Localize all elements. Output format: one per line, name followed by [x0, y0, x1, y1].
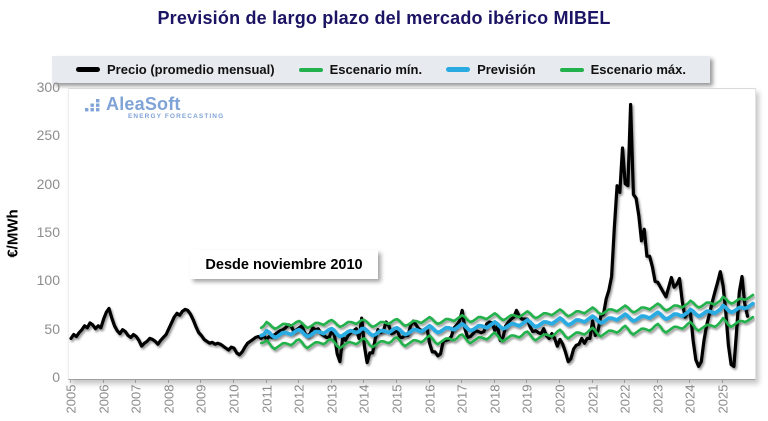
y-tick-label: 50: [44, 320, 60, 337]
aleasoft-dots-icon: [85, 99, 100, 112]
x-tick-label: 2013: [324, 384, 340, 414]
y-tick-label: 200: [36, 175, 60, 192]
x-tick-mark: [167, 379, 169, 383]
legend-swatch-icon: [298, 67, 323, 72]
x-tick-mark: [526, 379, 528, 383]
y-tick-label: 150: [36, 224, 60, 240]
x-tick-label: 2025: [715, 384, 731, 414]
x-tick-mark: [102, 379, 104, 383]
x-tick-label: 2005: [63, 384, 79, 414]
x-tick-mark: [265, 379, 267, 383]
escenario-max-line: [259, 293, 755, 330]
x-tick-mark: [624, 379, 626, 383]
x-tick-mark: [363, 379, 365, 383]
x-tick-label: 2016: [422, 384, 438, 414]
price-line: [69, 102, 750, 368]
x-tick-label: 2024: [682, 384, 698, 414]
chart-legend: Precio (promedio mensual) Escenario mín. P…: [52, 56, 710, 83]
plot-area: [68, 88, 756, 380]
page-title: Previsión de largo plazo del mercado ibé…: [157, 8, 611, 28]
chart-svg: [69, 102, 755, 368]
aleasoft-logo-subtitle: ENERGY FORECASTING: [128, 113, 225, 120]
legend-swatch-icon: [76, 67, 100, 72]
legend-label: Escenario mín.: [329, 62, 423, 77]
x-tick-label: 2021: [585, 384, 601, 414]
x-tick-label: 2011: [259, 385, 275, 413]
y-tick-label: 300: [36, 79, 60, 95]
x-tick-label: 2018: [487, 384, 503, 414]
x-tick-label: 2019: [519, 384, 535, 414]
x-tick-mark: [722, 379, 723, 383]
x-tick-label: 2020: [552, 384, 568, 414]
legend-item: Precio (promedio mensual): [76, 62, 275, 77]
legend-label: Precio (promedio mensual): [107, 62, 275, 77]
legend-label: Escenario máx.: [590, 62, 686, 77]
x-tick-mark: [493, 379, 495, 383]
y-tick-label: 100: [36, 272, 60, 289]
x-tick-mark: [135, 379, 137, 383]
x-tick-mark: [656, 379, 658, 383]
x-tick-label: 2008: [161, 384, 177, 414]
escenario-min-line: [259, 315, 755, 351]
legend-item: Previsión: [446, 62, 536, 77]
x-tick-label: 2010: [226, 384, 242, 414]
x-tick-mark: [70, 379, 71, 383]
x-tick-mark: [233, 379, 234, 383]
x-tick-mark: [461, 379, 463, 383]
x-tick-mark: [330, 379, 332, 383]
x-tick-label: 2012: [291, 384, 307, 414]
x-tick-mark: [689, 379, 691, 383]
legend-swatch-icon: [446, 67, 471, 72]
x-tick-label: 2022: [617, 384, 633, 414]
x-tick-mark: [396, 379, 397, 383]
aleasoft-logo-name: AleaSoft: [106, 94, 181, 114]
x-tick-label: 2014: [356, 384, 372, 414]
x-tick-label: 2015: [389, 384, 405, 414]
x-tick-mark: [591, 379, 593, 383]
prevision-line: [259, 301, 755, 340]
legend-item: Escenario máx.: [559, 62, 686, 77]
y-tick-label: 250: [36, 127, 60, 144]
x-tick-mark: [200, 379, 202, 383]
legend-label: Previsión: [477, 62, 536, 77]
legend-swatch-icon: [559, 67, 584, 72]
x-tick-label: 2023: [650, 384, 666, 414]
x-tick-mark: [298, 379, 300, 383]
y-tick-label: 0: [52, 369, 60, 385]
x-tick-mark: [559, 379, 560, 383]
annotation-desde-noviembre: Desde noviembre 2010: [190, 250, 378, 279]
legend-item: Escenario mín.: [298, 62, 423, 77]
aleasoft-logo: AleaSoft ENERGY FORECASTING: [84, 95, 224, 121]
x-tick-label: 2007: [128, 384, 144, 414]
x-tick-mark: [428, 379, 430, 383]
x-tick-label: 2006: [96, 384, 112, 414]
x-tick-label: 2009: [193, 384, 209, 414]
x-tick-label: 2017: [454, 384, 470, 414]
